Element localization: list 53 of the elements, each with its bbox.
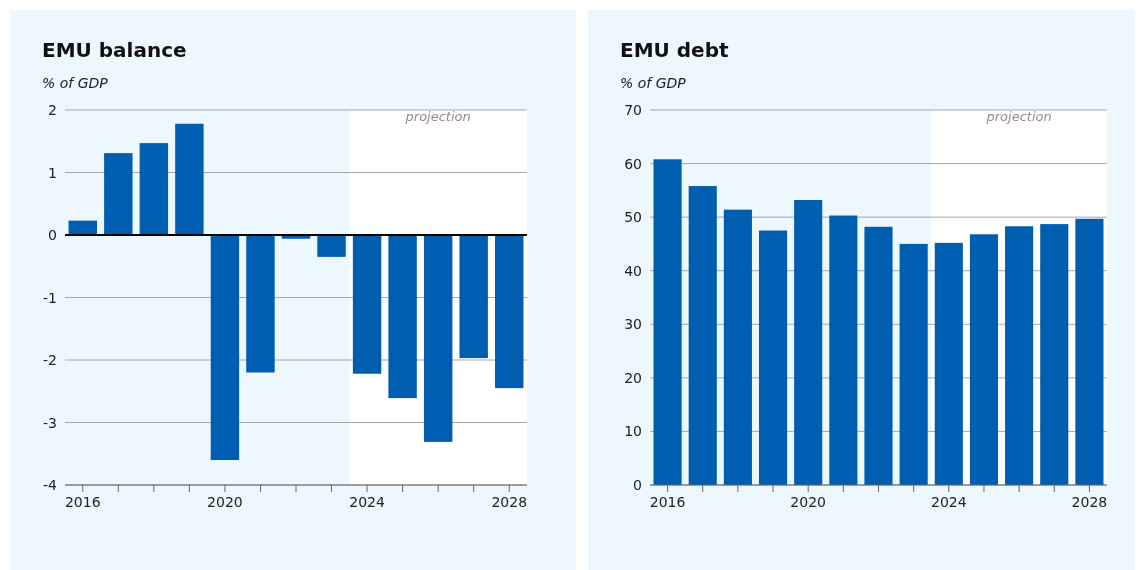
bar xyxy=(495,235,524,389)
chart-title: EMU balance xyxy=(42,38,187,62)
chart-title: EMU debt xyxy=(620,38,729,62)
bar xyxy=(423,235,453,442)
y-tick-label: 40 xyxy=(624,262,642,279)
bar xyxy=(388,235,417,399)
bar xyxy=(139,143,169,235)
bar xyxy=(352,235,382,374)
bar xyxy=(1005,226,1034,485)
y-tick-label: -2 xyxy=(43,352,57,368)
x-tick-label: 2016 xyxy=(649,494,686,510)
bar xyxy=(104,153,133,235)
y-axis-title: % of GDP xyxy=(620,75,687,91)
y-tick-label: 50 xyxy=(624,209,642,226)
y-tick-label: 30 xyxy=(624,316,642,333)
x-tick-label: 2024 xyxy=(930,494,967,510)
band-label: projection xyxy=(404,109,471,124)
x-tick-label: 2028 xyxy=(491,494,528,510)
y-tick-label: 0 xyxy=(48,227,57,243)
band-label: projection xyxy=(985,109,1052,124)
x-tick-label: 2028 xyxy=(1071,494,1108,510)
y-tick-label: 60 xyxy=(624,155,642,172)
y-tick-label: 0 xyxy=(633,477,642,493)
y-tick-label: -1 xyxy=(43,289,57,306)
y-tick-label: -3 xyxy=(43,414,57,431)
bar xyxy=(758,230,788,485)
y-tick-label: 10 xyxy=(624,423,642,440)
bar xyxy=(723,209,752,485)
x-tick-label: 2024 xyxy=(349,494,385,510)
x-tick-label: 2020 xyxy=(207,494,243,510)
bar xyxy=(794,200,823,485)
bar xyxy=(969,234,999,485)
bar xyxy=(1040,224,1069,485)
bar xyxy=(317,235,346,257)
bar xyxy=(459,235,488,359)
y-axis-title: % of GDP xyxy=(42,75,109,91)
bar xyxy=(210,235,240,460)
y-tick-label: -4 xyxy=(43,477,58,493)
bar xyxy=(934,242,963,485)
x-tick-label: 2016 xyxy=(64,494,101,510)
y-tick-label: 2 xyxy=(48,102,57,118)
bar xyxy=(688,186,717,485)
bar xyxy=(899,243,928,485)
bar xyxy=(246,235,275,373)
bar xyxy=(829,215,858,485)
bar xyxy=(175,123,204,235)
bar xyxy=(864,226,893,485)
y-tick-label: 1 xyxy=(48,164,57,181)
x-tick-label: 2020 xyxy=(790,494,827,510)
bar xyxy=(1075,218,1104,485)
bar xyxy=(653,159,682,485)
y-tick-label: 70 xyxy=(624,102,642,118)
y-tick-label: 20 xyxy=(624,369,642,386)
